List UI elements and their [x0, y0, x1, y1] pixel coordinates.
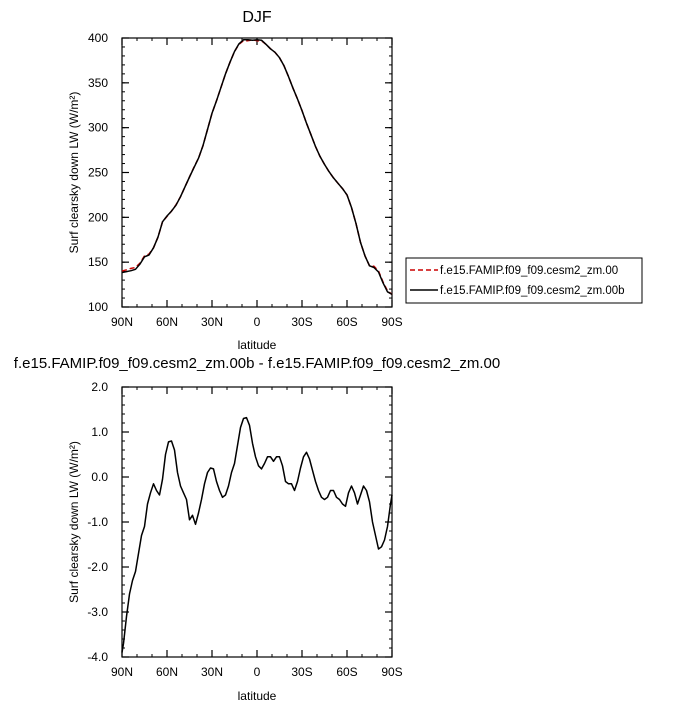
series-line-1 — [121, 416, 393, 653]
y-tick-label: 300 — [88, 121, 108, 135]
x-tick-label: 90N — [111, 665, 133, 679]
y-tick-label: -3.0 — [87, 605, 108, 619]
y-axis-label: Surf clearsky down LW (W/m²) — [67, 92, 81, 254]
legend: f.e15.FAMIP.f09_f09.cesm2_zm.00 f.e15.FAM… — [405, 257, 643, 304]
y-tick-label: 150 — [88, 255, 108, 269]
y-tick-label: 200 — [88, 210, 108, 224]
y-tick-label: -1.0 — [87, 515, 108, 529]
y-tick-label: 100 — [88, 300, 108, 314]
x-tick-label: 0 — [254, 665, 261, 679]
chart-title: f.e15.FAMIP.f09_f09.cesm2_zm.00b - f.e15… — [14, 355, 500, 372]
x-axis-label: latitude — [238, 338, 277, 352]
y-tick-label: 350 — [88, 76, 108, 90]
y-tick-label: 400 — [88, 31, 108, 45]
y-tick-label: -4.0 — [87, 650, 108, 664]
series-line-1 — [121, 39, 393, 295]
x-tick-label: 90S — [381, 315, 402, 329]
y-tick-label: 2.0 — [91, 380, 108, 394]
plot-frame — [121, 37, 393, 308]
y-tick-label: 250 — [88, 166, 108, 180]
y-tick-label: -2.0 — [87, 560, 108, 574]
y-tick-label: 0.0 — [91, 470, 108, 484]
x-tick-label: 30N — [201, 315, 223, 329]
legend-label: f.e15.FAMIP.f09_f09.cesm2_zm.00 — [440, 265, 618, 277]
x-tick-label: 60S — [336, 315, 357, 329]
x-tick-label: 30S — [291, 315, 312, 329]
x-tick-label: 90N — [111, 315, 133, 329]
x-tick-label: 60S — [336, 665, 357, 679]
plot-frame — [121, 386, 393, 658]
series-line-2 — [121, 39, 393, 296]
top-chart: DJF 90N 60N 30N 0 30S 60S 90S 100 150 200 250 300 350… — [67, 9, 403, 352]
x-tick-label: 30N — [201, 665, 223, 679]
legend-label: f.e15.FAMIP.f09_f09.cesm2_zm.00b — [440, 285, 625, 297]
y-axis-label: Surf clearsky down LW (W/m²) — [67, 441, 81, 603]
x-tick-label: 60N — [156, 665, 178, 679]
chart-title: DJF — [242, 9, 272, 26]
x-tick-label: 0 — [254, 315, 261, 329]
difference-chart: f.e15.FAMIP.f09_f09.cesm2_zm.00b - f.e15… — [14, 355, 500, 703]
y-tick-label: 1.0 — [91, 425, 108, 439]
x-tick-label: 90S — [381, 665, 402, 679]
x-tick-label: 30S — [291, 665, 312, 679]
x-axis-label: latitude — [238, 689, 277, 703]
x-tick-label: 60N — [156, 315, 178, 329]
legend-box — [405, 257, 643, 304]
